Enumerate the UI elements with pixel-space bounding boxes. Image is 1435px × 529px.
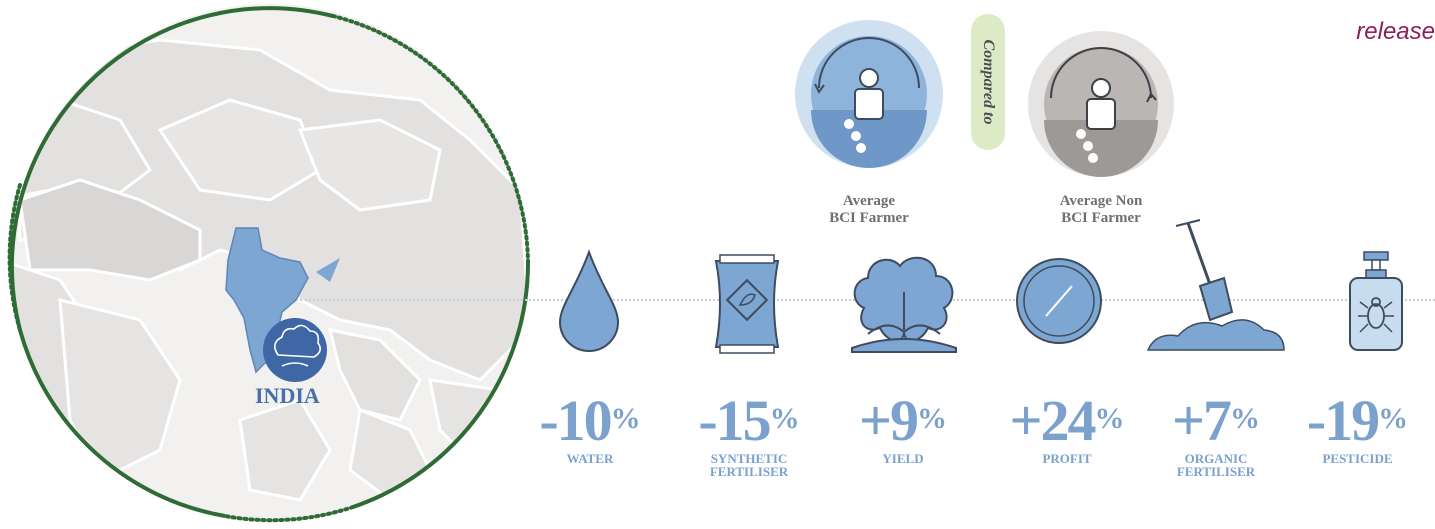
- stat-label: ORGANIC: [1184, 451, 1248, 466]
- compared-to-text: Compared to: [980, 39, 997, 125]
- fertiliser-bag-icon: [714, 254, 780, 354]
- stat-value: +9: [858, 388, 919, 453]
- stat-label: PESTICIDE: [1322, 451, 1393, 466]
- stat-yield: +9% YIELD: [818, 392, 988, 466]
- india-map-circle: [7, 4, 531, 523]
- stat-label: FERTILISER: [1176, 464, 1256, 479]
- stat-value: +24: [1009, 388, 1096, 453]
- stat-value: -19: [1306, 388, 1380, 453]
- cotton-boll-icon: [851, 256, 957, 353]
- stat-label: PROFIT: [1042, 451, 1092, 466]
- stat-unit: %: [769, 402, 800, 435]
- stat-unit: %: [1378, 402, 1409, 435]
- india-label: INDIA: [255, 383, 320, 408]
- stat-organic-fertiliser: +7% ORGANIC FERTILISER: [1131, 392, 1301, 479]
- stat-value: -15: [698, 388, 771, 453]
- stat-label: YIELD: [882, 451, 924, 466]
- water-drop-icon: [558, 249, 620, 352]
- stat-unit: %: [610, 402, 641, 435]
- bci-farmer-label: Average BCI Farmer: [829, 193, 909, 226]
- stat-label: SYNTHETIC: [710, 451, 788, 466]
- stat-synthetic-fertiliser: -15% SYNTHETIC FERTILISER: [664, 392, 834, 479]
- stat-unit: %: [1230, 402, 1261, 435]
- release-text: release: [1356, 18, 1435, 45]
- non-bci-farmer-icon: [1028, 31, 1174, 177]
- stat-unit: %: [917, 402, 948, 435]
- bci-farmer-icon: [795, 20, 943, 168]
- cotton-badge-icon: [263, 318, 327, 382]
- stat-unit: %: [1094, 402, 1125, 435]
- stat-pesticide: -19% PESTICIDE: [1280, 392, 1435, 466]
- stat-value: +7: [1171, 388, 1232, 453]
- stat-label: WATER: [566, 451, 614, 466]
- pesticide-bottle-icon: [1349, 251, 1403, 351]
- shovel-icon: [1146, 219, 1285, 351]
- non-bci-farmer-label: Average Non BCI Farmer: [1059, 193, 1143, 226]
- stat-value: -10: [539, 388, 612, 453]
- coin-icon: [1016, 258, 1102, 344]
- compared-to-badge: [971, 14, 1005, 150]
- stat-profit: +24% PROFIT: [982, 392, 1152, 466]
- stat-water: -10% WATER: [505, 392, 675, 466]
- stat-label: FERTILISER: [709, 464, 789, 479]
